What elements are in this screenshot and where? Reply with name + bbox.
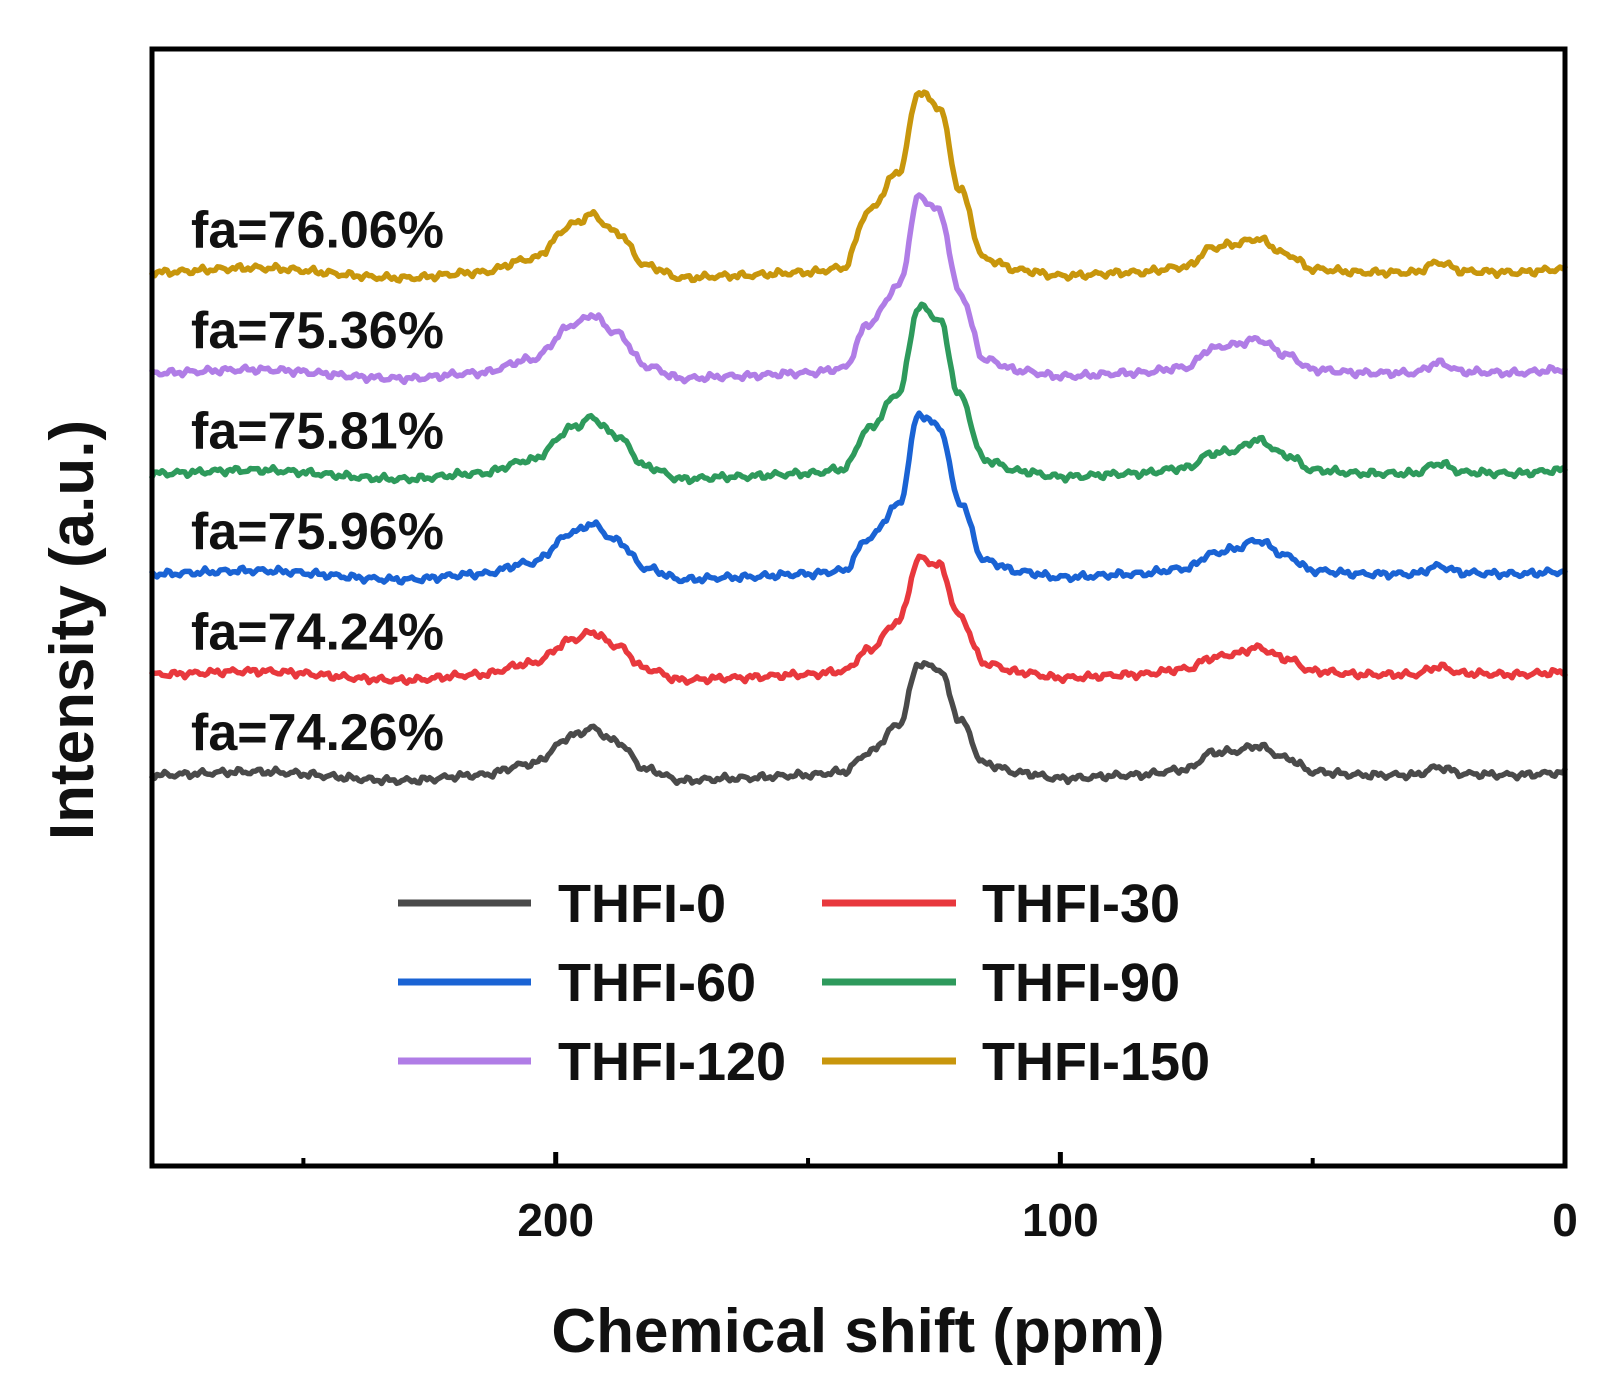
fa-annotation-thfi-120: fa=75.36%: [191, 302, 444, 360]
legend-label: THFI-30: [982, 874, 1180, 934]
legend-label: THFI-0: [558, 874, 726, 934]
legend-item-thfi-90: THFI-90: [822, 953, 1180, 1013]
legend-label: THFI-60: [558, 953, 756, 1013]
series-line-thfi-0: [149, 660, 1568, 787]
legend-label: THFI-90: [982, 953, 1180, 1013]
legend: THFI-0 THFI-30 THFI-60 THFI-90 THFI-120 THFI-…: [398, 874, 1210, 1092]
plot-frame: [149, 46, 1568, 1169]
legend-label: THFI-150: [982, 1032, 1210, 1092]
legend-item-thfi-120: THFI-120: [398, 1032, 786, 1092]
x-tick-label: 200: [517, 1194, 594, 1246]
legend-item-thfi-150: THFI-150: [822, 1032, 1210, 1092]
x-axis-label: Chemical shift (ppm): [551, 1297, 1164, 1366]
series-line-thfi-120: [149, 192, 1568, 386]
fa-annotation-thfi-60: fa=75.96%: [191, 503, 444, 561]
legend-item-thfi-30: THFI-30: [822, 874, 1180, 934]
series-layer: [149, 89, 1568, 787]
x-tick-label: 0: [1552, 1194, 1578, 1246]
series-line-thfi-90: [149, 301, 1568, 486]
legend-item-thfi-0: THFI-0: [398, 874, 726, 934]
fa-annotation-thfi-90: fa=75.81%: [191, 403, 444, 461]
series-line-thfi-60: [149, 410, 1568, 586]
x-axis: 200 100 0: [301, 1152, 1578, 1246]
legend-item-thfi-60: THFI-60: [398, 953, 756, 1013]
series-line-thfi-30: [149, 553, 1568, 686]
fa-annotation-thfi-0: fa=74.26%: [191, 704, 444, 762]
y-axis-label: Intensity (a.u.): [38, 420, 107, 840]
series-line-thfi-150: [149, 89, 1568, 284]
annotation-layer: fa=74.26% fa=74.24% fa=75.96% fa=75.81% fa=7…: [191, 201, 444, 762]
fa-annotation-thfi-150: fa=76.06%: [191, 201, 444, 259]
x-tick-label: 100: [1022, 1194, 1099, 1246]
legend-label: THFI-120: [558, 1032, 786, 1092]
fa-annotation-thfi-30: fa=74.24%: [191, 604, 444, 662]
